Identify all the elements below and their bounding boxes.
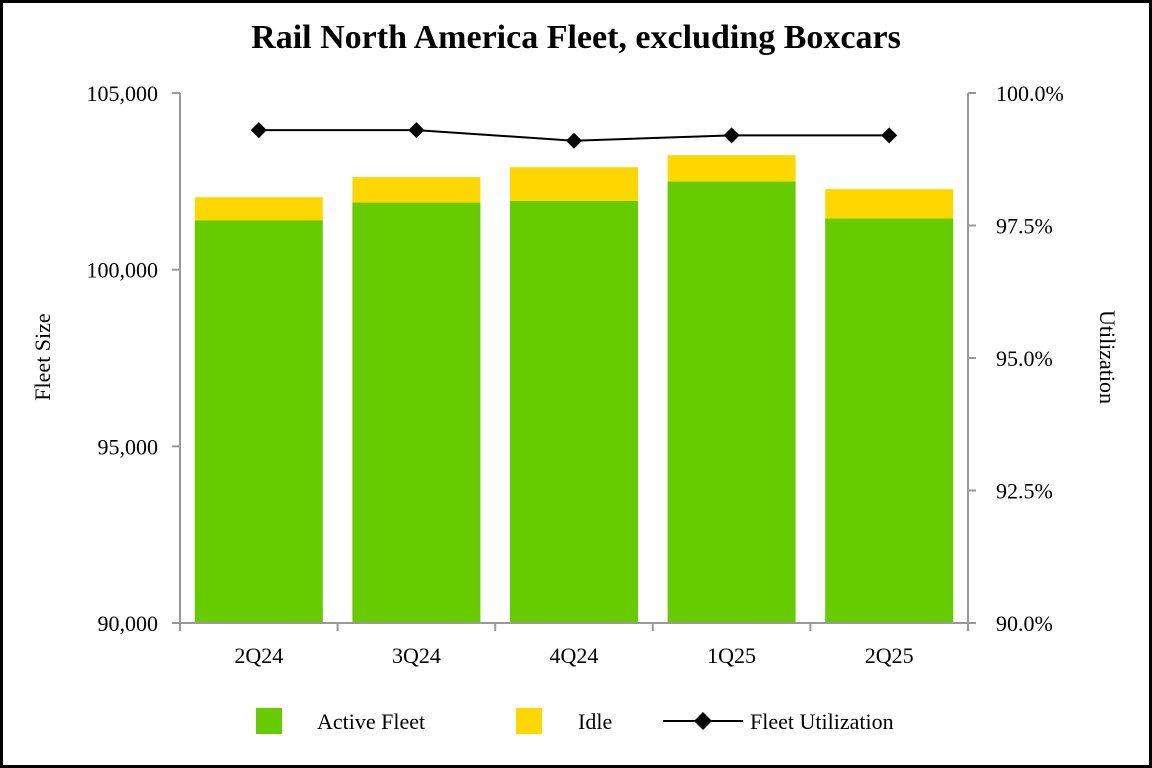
bar-idle-3q24 <box>352 177 480 202</box>
utilization-marker-2q25 <box>881 127 897 143</box>
utilization-marker-2q24 <box>251 122 267 138</box>
utilization-line-layer <box>251 122 897 149</box>
bar-active-fleet-1q25 <box>668 181 796 623</box>
legend-swatch-fleet-utilization-marker <box>694 712 712 730</box>
legend-swatch-active-fleet <box>256 708 282 734</box>
x-tick-label: 3Q24 <box>392 643 441 668</box>
bar-idle-4q24 <box>510 167 638 201</box>
legend-swatch-idle <box>516 708 542 734</box>
y2-tick-label: 97.5% <box>996 214 1053 239</box>
y2-tick-label: 100.0% <box>996 81 1064 106</box>
x-tick-label: 1Q25 <box>707 643 756 668</box>
bars-layer <box>195 155 953 623</box>
legend-label-active-fleet: Active Fleet <box>317 709 425 734</box>
utilization-marker-4q24 <box>566 133 582 149</box>
bar-idle-1q25 <box>668 155 796 181</box>
x-tick-label: 2Q25 <box>865 643 914 668</box>
legend-label-fleet-utilization: Fleet Utilization <box>750 709 894 734</box>
y-tick-label: 100,000 <box>87 258 159 283</box>
bar-idle-2q24 <box>195 197 323 220</box>
utilization-marker-1q25 <box>724 127 740 143</box>
bar-active-fleet-3q24 <box>352 203 480 623</box>
chart-svg: Rail North America Fleet, excluding Boxc… <box>0 0 1152 768</box>
y2-tick-label: 90.0% <box>996 611 1053 636</box>
chart-title: Rail North America Fleet, excluding Boxc… <box>251 19 901 56</box>
y2-tick-label: 95.0% <box>996 346 1053 371</box>
legend-label-idle: Idle <box>578 709 612 734</box>
legend: Active Fleet Idle Fleet Utilization <box>256 708 894 734</box>
y-tick-label: 90,000 <box>98 611 159 636</box>
bar-active-fleet-2q24 <box>195 220 323 623</box>
y2-axis-label: Utilization <box>1095 310 1120 404</box>
x-tick-label: 2Q24 <box>234 643 283 668</box>
bar-active-fleet-2q25 <box>825 218 953 623</box>
x-tick-label: 4Q24 <box>550 643 599 668</box>
utilization-marker-3q24 <box>408 122 424 138</box>
y-tick-label: 95,000 <box>98 434 159 459</box>
bar-idle-2q25 <box>825 189 953 218</box>
y2-tick-label: 92.5% <box>996 479 1053 504</box>
bar-active-fleet-4q24 <box>510 201 638 623</box>
y-axis-label: Fleet Size <box>30 313 55 400</box>
y-tick-label: 105,000 <box>87 81 159 106</box>
